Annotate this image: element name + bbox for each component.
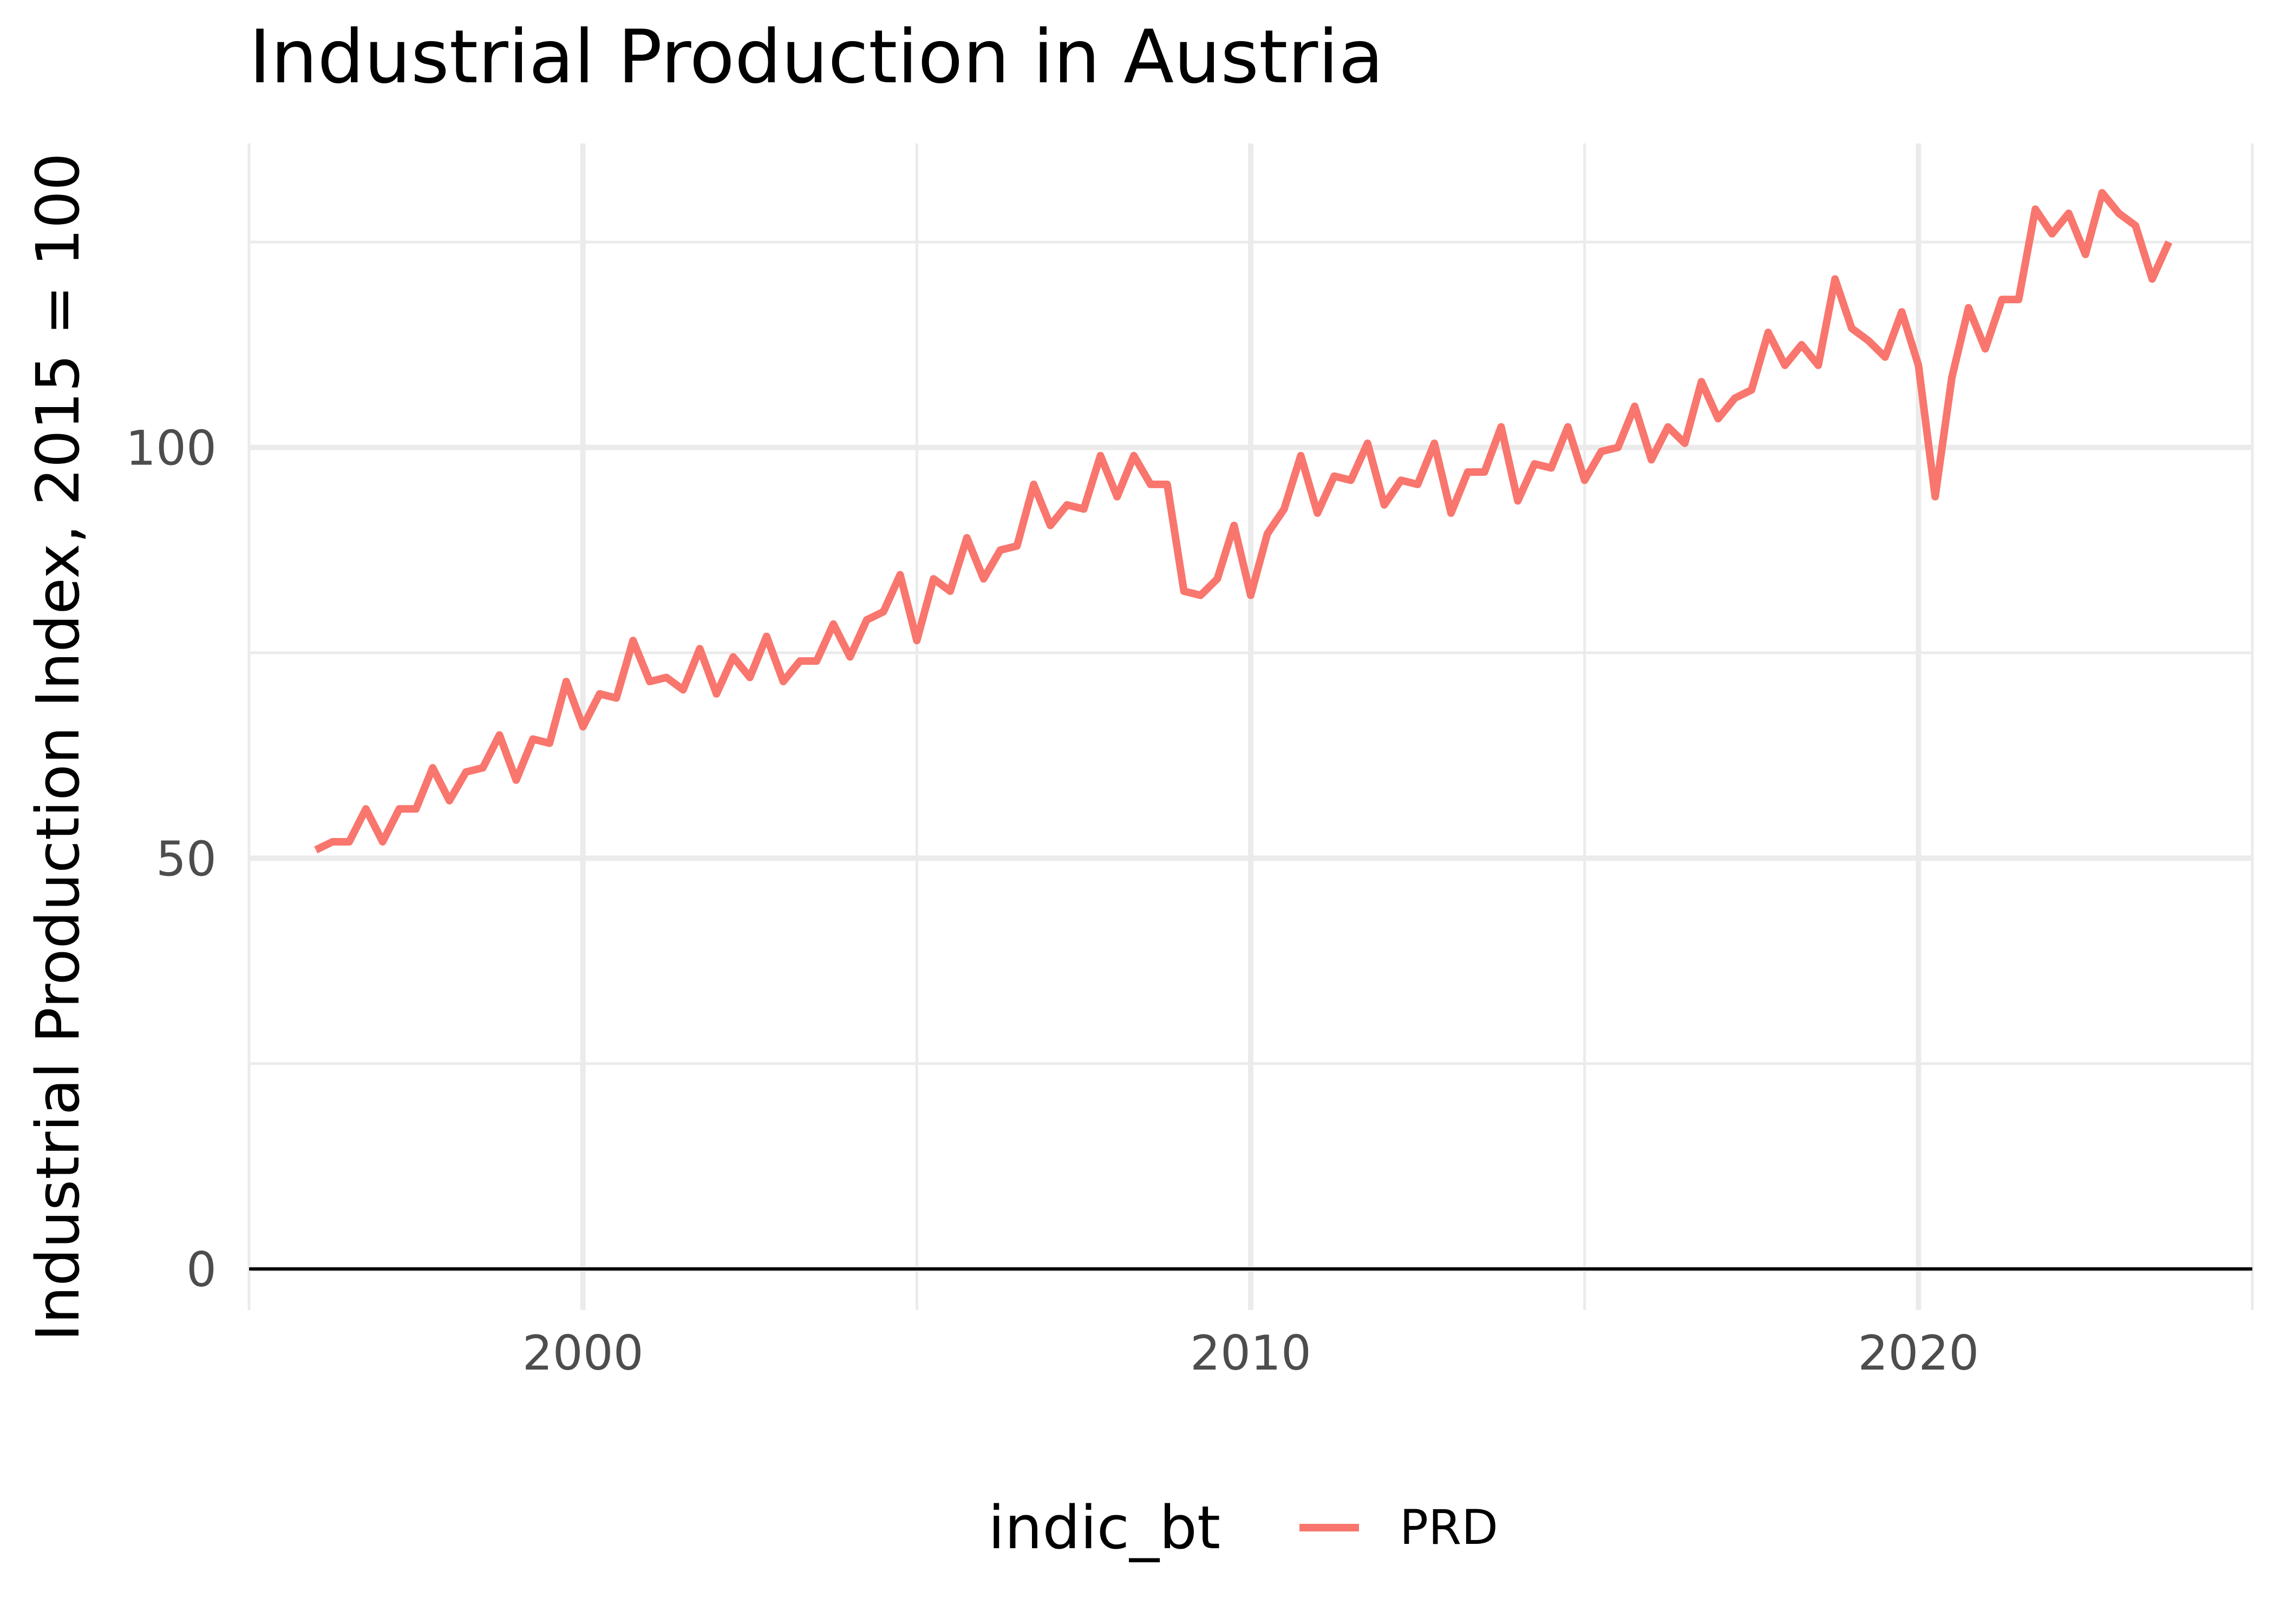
x-tick-label: 2010 [1190, 1325, 1311, 1381]
y-tick-label: 50 [156, 831, 217, 887]
x-tick-label: 2000 [522, 1325, 644, 1381]
y-tick-label: 0 [186, 1242, 217, 1298]
legend-title: indic_bt [988, 1493, 1220, 1562]
legend-label-prd: PRD [1400, 1499, 1498, 1555]
chart-title: Industrial Production in Austria [249, 15, 1384, 100]
series-line-prd [314, 189, 2173, 854]
series-layer [314, 189, 2173, 854]
legend: indic_bt PRD [988, 1493, 1498, 1562]
y-axis-title: Industrial Production Index, 2015 = 100 [23, 153, 93, 1341]
y-tick-label: 100 [126, 421, 217, 476]
major-gridlines [249, 143, 2252, 1310]
y-axis-tick-labels: 0 50 100 [126, 421, 217, 1298]
x-axis-tick-labels: 2000 2010 2020 [522, 1325, 1979, 1381]
x-tick-label: 2020 [1858, 1325, 1979, 1381]
